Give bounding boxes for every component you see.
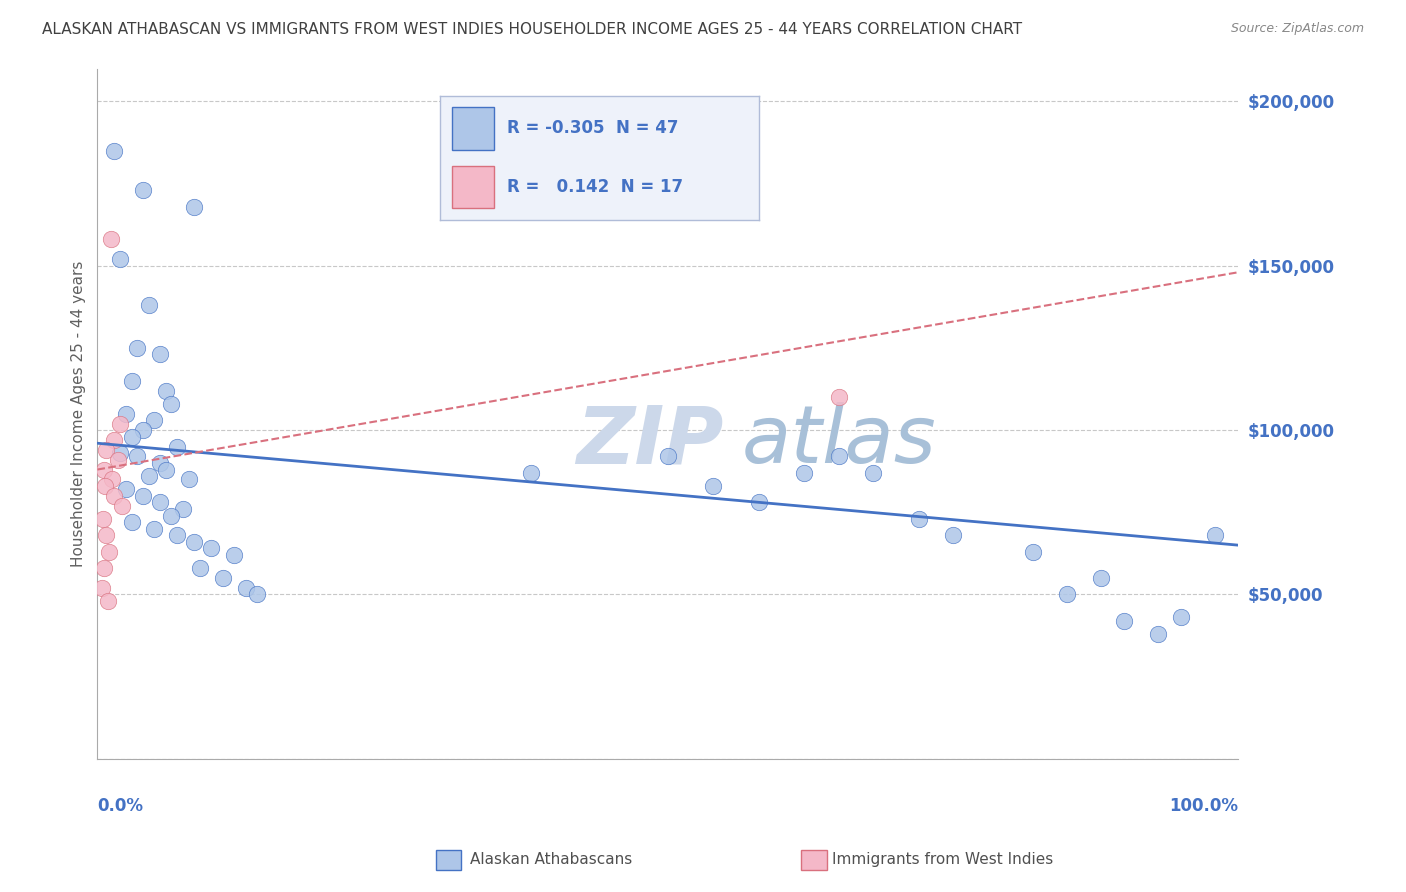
Point — [1112, 614, 1135, 628]
Point — [121, 515, 143, 529]
Point — [91, 0, 114, 4]
Text: atlas: atlas — [742, 402, 936, 480]
Point — [1170, 610, 1192, 624]
Point — [828, 390, 851, 404]
Point — [94, 479, 117, 493]
Point — [115, 407, 138, 421]
Point — [103, 489, 125, 503]
Point — [1021, 545, 1043, 559]
Point — [235, 581, 257, 595]
Text: Source: ZipAtlas.com: Source: ZipAtlas.com — [1230, 22, 1364, 36]
Point — [172, 502, 194, 516]
Point — [188, 561, 211, 575]
Point — [907, 512, 929, 526]
Text: ZIP: ZIP — [576, 402, 724, 480]
Y-axis label: Householder Income Ages 25 - 44 years: Householder Income Ages 25 - 44 years — [72, 260, 86, 566]
Point — [101, 472, 124, 486]
Point — [828, 450, 851, 464]
Point — [121, 430, 143, 444]
Point — [155, 462, 177, 476]
Point — [160, 508, 183, 523]
Point — [149, 347, 172, 361]
Point — [862, 466, 884, 480]
Point — [149, 456, 172, 470]
Point — [91, 512, 114, 526]
Point — [166, 440, 188, 454]
Point — [246, 587, 269, 601]
Point — [155, 384, 177, 398]
Point — [200, 541, 222, 556]
Point — [107, 452, 129, 467]
Point — [657, 450, 679, 464]
Point — [143, 413, 166, 427]
Point — [519, 466, 541, 480]
Point — [121, 374, 143, 388]
Point — [166, 528, 188, 542]
Text: 0.0%: 0.0% — [97, 797, 143, 814]
Point — [942, 528, 965, 542]
Point — [1147, 627, 1170, 641]
Point — [127, 450, 149, 464]
Point — [97, 545, 120, 559]
Point — [1090, 571, 1112, 585]
Point — [1056, 587, 1078, 601]
Point — [183, 200, 205, 214]
Point — [702, 479, 724, 493]
Point — [108, 252, 131, 267]
Point — [138, 298, 160, 312]
Point — [748, 495, 770, 509]
Point — [211, 571, 233, 585]
Point — [115, 482, 138, 496]
Point — [93, 561, 115, 575]
Text: 100.0%: 100.0% — [1168, 797, 1237, 814]
Point — [132, 183, 155, 197]
Point — [103, 144, 125, 158]
Text: Immigrants from West Indies: Immigrants from West Indies — [832, 853, 1053, 867]
Point — [143, 522, 166, 536]
Point — [160, 397, 183, 411]
Point — [103, 433, 125, 447]
Point — [149, 495, 172, 509]
Text: ALASKAN ATHABASCAN VS IMMIGRANTS FROM WEST INDIES HOUSEHOLDER INCOME AGES 25 - 4: ALASKAN ATHABASCAN VS IMMIGRANTS FROM WE… — [42, 22, 1022, 37]
Point — [100, 232, 122, 246]
Point — [96, 528, 118, 542]
Point — [1204, 528, 1226, 542]
Point — [138, 469, 160, 483]
Point — [111, 499, 134, 513]
Point — [96, 442, 118, 457]
Point — [108, 446, 131, 460]
Point — [132, 423, 155, 437]
Point — [183, 534, 205, 549]
Point — [132, 489, 155, 503]
Point — [793, 466, 815, 480]
Point — [127, 341, 149, 355]
Point — [108, 417, 131, 431]
Point — [97, 594, 120, 608]
Point — [177, 472, 200, 486]
Point — [90, 581, 112, 595]
Text: Alaskan Athabascans: Alaskan Athabascans — [470, 853, 631, 867]
Point — [93, 462, 115, 476]
Point — [224, 548, 246, 562]
